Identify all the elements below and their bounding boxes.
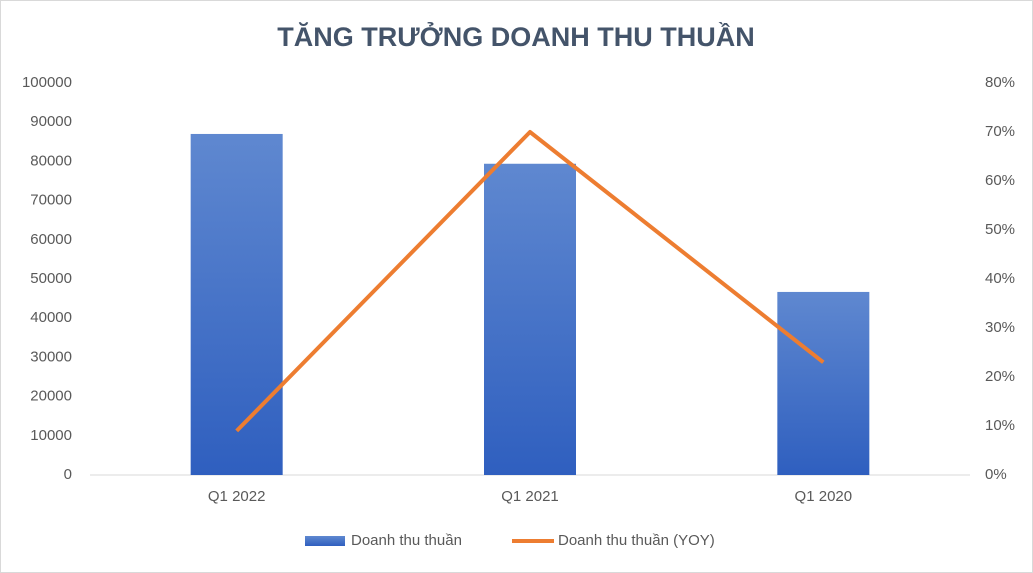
y2-tick-label: 10% [985,417,1015,434]
y-tick-label: 60000 [30,231,72,248]
bar [777,291,870,475]
y-tick-label: 70000 [30,192,72,209]
x-tick-label: Q1 2020 [795,488,853,505]
bar [190,133,283,475]
bar [484,163,576,475]
y-tick-label: 50000 [30,270,72,287]
y-tick-label: 90000 [30,113,72,130]
y-tick-label: 0 [64,466,72,483]
y-tick-label: 40000 [30,309,72,326]
y2-tick-label: 0% [985,466,1007,483]
y2-tick-label: 20% [985,368,1015,385]
y2-tick-label: 50% [985,221,1015,238]
x-tick-label: Q1 2021 [501,488,559,505]
line [235,130,825,433]
y2-tick-label: 40% [985,270,1015,287]
y-tick-label: 80000 [30,152,72,169]
y2-tick-label: 30% [985,319,1015,336]
y-tick-label: 30000 [30,348,72,365]
y-tick-label: 100000 [22,74,72,91]
y-tick-label: 10000 [30,427,72,444]
legend-label: Doanh thu thuần (YOY) [558,532,715,549]
y2-tick-label: 60% [985,172,1015,189]
x-tick-label: Q1 2022 [208,488,266,505]
y-tick-label: 20000 [30,388,72,405]
chart-title: TĂNG TRƯỞNG DOANH THU THUẦN [277,20,754,52]
legend-label: Doanh thu thuần [351,532,462,549]
y2-tick-label: 80% [985,74,1015,91]
legend-swatch [305,536,345,546]
y2-tick-label: 70% [985,123,1015,140]
